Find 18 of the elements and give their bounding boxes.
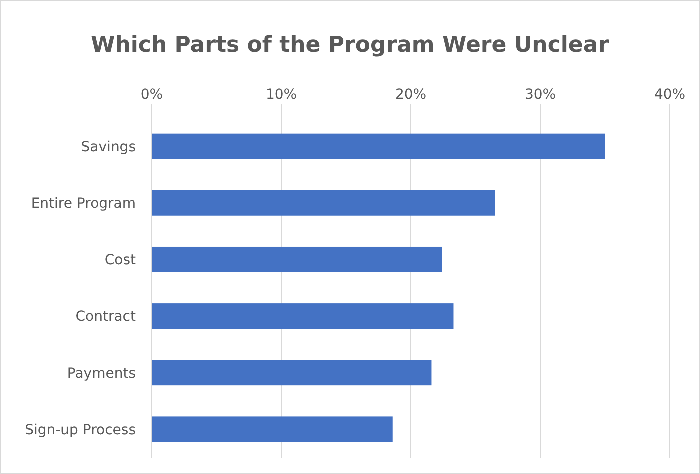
y-tick-label: Sign-up Process	[25, 422, 136, 438]
y-tick-label: Entire Program	[31, 196, 136, 212]
y-tick-label: Cost	[104, 252, 137, 269]
x-tick-label: 20%	[395, 87, 427, 103]
bar	[152, 134, 606, 160]
x-tick-label: 40%	[654, 87, 686, 103]
x-tick-label: 10%	[266, 87, 298, 103]
chart-title: Which Parts of the Program Were Unclear	[90, 33, 610, 58]
x-tick-label: 0%	[140, 87, 164, 103]
y-tick-label: Payments	[67, 366, 136, 382]
y-tick-label: Contract	[76, 309, 136, 326]
bar	[152, 416, 393, 442]
y-tick-label: Savings	[81, 139, 136, 156]
bar	[152, 246, 442, 272]
x-tick-label: 30%	[524, 87, 556, 103]
bar	[152, 190, 496, 216]
bar	[152, 304, 454, 330]
bar	[152, 360, 432, 386]
